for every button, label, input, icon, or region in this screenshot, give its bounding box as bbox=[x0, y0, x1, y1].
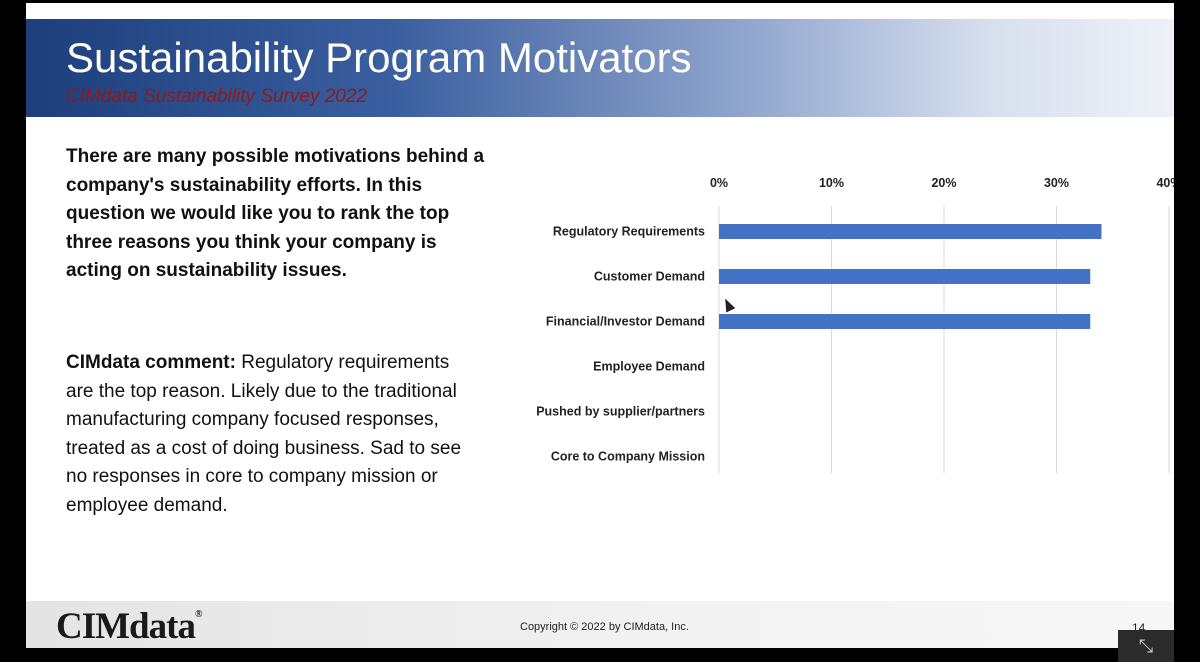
title-band: Sustainability Program Motivators CIMdat… bbox=[26, 19, 1174, 117]
category-label: Employee Demand bbox=[593, 360, 705, 374]
comment-block: CIMdata comment: Regulatory requirements… bbox=[66, 349, 466, 520]
copyright-text: Copyright © 2022 by CIMdata, Inc. bbox=[520, 621, 689, 633]
collapse-arrows-icon[interactable]: ⤡ bbox=[1118, 630, 1174, 662]
category-label: Pushed by supplier/partners bbox=[536, 405, 705, 419]
slide-subtitle: CIMdata Sustainability Survey 2022 bbox=[66, 86, 367, 107]
comment-label: CIMdata comment: bbox=[66, 352, 236, 373]
slide: Sustainability Program Motivators CIMdat… bbox=[26, 3, 1174, 648]
bar bbox=[719, 269, 1091, 284]
category-label: Regulatory Requirements bbox=[553, 225, 705, 239]
logo-text: CIMdata bbox=[56, 606, 196, 647]
x-tick-label: 10% bbox=[819, 176, 844, 190]
comment-text: Regulatory requirements are the top reas… bbox=[66, 352, 462, 516]
x-tick-label: 30% bbox=[1044, 176, 1069, 190]
x-tick-label: 0% bbox=[710, 176, 728, 190]
registered-mark: ® bbox=[194, 609, 203, 620]
x-tick-label: 40% bbox=[1156, 176, 1174, 190]
cimdata-logo: CIMdata® bbox=[56, 605, 203, 648]
x-tick-label: 20% bbox=[931, 176, 956, 190]
category-label: Financial/Investor Demand bbox=[546, 315, 705, 329]
footer: CIMdata® Copyright © 2022 by CIMdata, In… bbox=[26, 601, 1174, 648]
category-label: Customer Demand bbox=[594, 270, 705, 284]
slide-title: Sustainability Program Motivators bbox=[66, 34, 692, 81]
bar bbox=[719, 224, 1102, 239]
category-label: Core to Company Mission bbox=[551, 450, 705, 464]
intro-text: There are many possible motivations behi… bbox=[66, 146, 485, 281]
bar bbox=[719, 314, 1091, 329]
bar-chart: 0% 10% 20% 30% 40% Regulatory Requirements Cus… bbox=[536, 176, 1174, 473]
